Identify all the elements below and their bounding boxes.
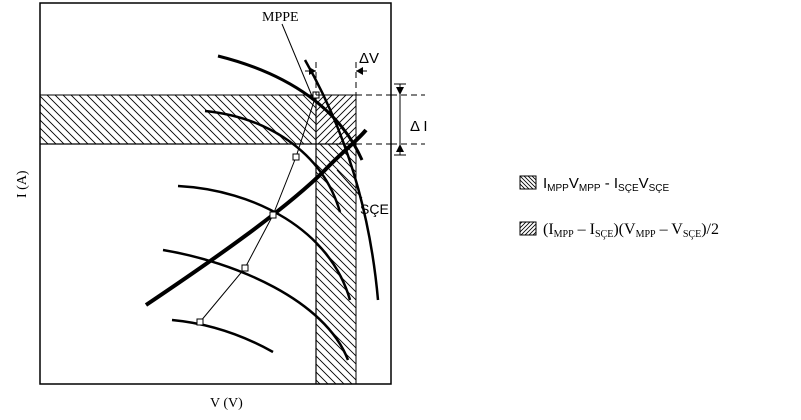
iv-curve-3 xyxy=(177,184,352,301)
iv-curve-2 xyxy=(204,109,342,213)
delta-i-label: Δ I xyxy=(410,118,428,135)
iv-curve-outer xyxy=(303,59,380,301)
mppe-label: MPPE xyxy=(262,10,299,25)
sce-leader-line xyxy=(336,169,363,199)
load-line xyxy=(144,128,368,307)
delta-i-dimension xyxy=(394,83,406,156)
delta-v-label: ΔV xyxy=(359,50,379,67)
legend-label-power-diff: IMPPVMPP - ISÇEVSÇE xyxy=(543,175,670,194)
hatched-region-horizontal xyxy=(40,94,317,145)
mpp-marker-5 xyxy=(196,318,204,326)
x-axis-label: V (V) xyxy=(210,396,243,411)
mppe-leader-line xyxy=(281,23,313,97)
legend: IMPPVMPP - ISÇEVSÇE (IMPP – ISÇE)(VMPP –… xyxy=(519,175,719,240)
mpp-marker-3 xyxy=(269,211,277,219)
iv-curve-4 xyxy=(162,248,350,361)
iv-curve-5 xyxy=(171,318,274,354)
legend-label-triangle: (IMPP – ISÇE)(VMPP – VSÇE)/2 xyxy=(543,221,719,240)
mpp-marker-4 xyxy=(241,264,249,272)
y-axis-label: I (A) xyxy=(15,170,30,198)
delta-v-dimension xyxy=(305,67,367,75)
legend-swatch-power-diff xyxy=(519,175,537,190)
hatched-region-vertical xyxy=(315,143,357,384)
mpp-marker-2 xyxy=(292,153,300,161)
legend-swatch-triangle xyxy=(519,221,537,236)
sce-label: SÇE xyxy=(360,201,389,217)
